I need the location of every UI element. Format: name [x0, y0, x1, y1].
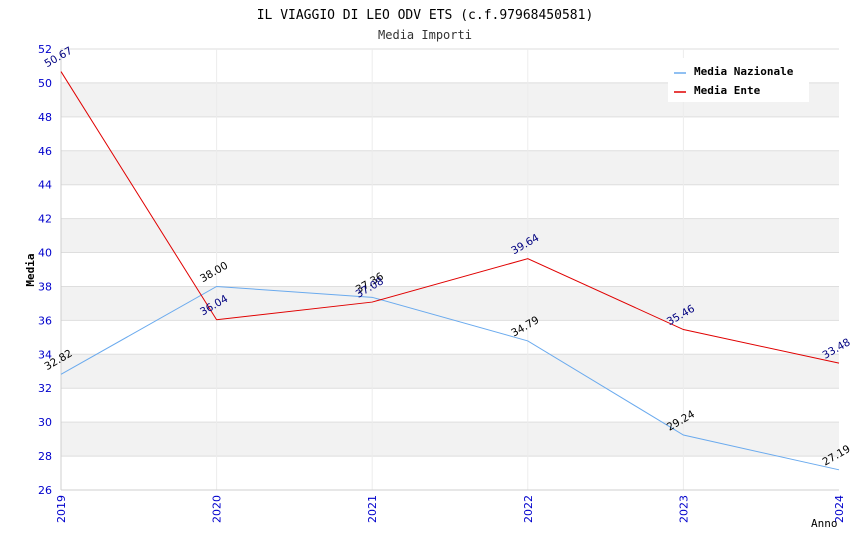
plot-band	[61, 422, 839, 457]
y-tick-label: 40	[38, 247, 52, 260]
plot-band	[61, 218, 839, 253]
series-lines	[60, 71, 840, 471]
x-tick-label: 2019	[55, 495, 68, 523]
y-tick-label: 50	[38, 77, 52, 90]
y-tick-label: 44	[38, 179, 52, 192]
x-tick-label: 2020	[211, 495, 224, 523]
x-tick-label: 2023	[677, 495, 690, 523]
chart-title: IL VIAGGIO DI LEO ODV ETS (c.f.979684505…	[257, 8, 594, 23]
y-tick-label: 32	[38, 382, 52, 395]
plot-band	[61, 354, 839, 389]
plot-band	[61, 286, 839, 321]
plot-band	[61, 150, 839, 185]
legend-label-media-ente: Media Ente	[694, 84, 761, 97]
x-axis-ticks: 2019 2020 2021 2022 2023 2024	[55, 495, 846, 523]
series-line-media-ente	[60, 71, 840, 364]
y-tick-label: 38	[38, 280, 52, 293]
x-tick-label: 2021	[366, 495, 379, 523]
y-tick-label: 36	[38, 314, 52, 327]
y-axis-ticks: 26 28 30 32 34 36 38 40 42 44 46 48 50 52	[38, 43, 52, 497]
y-tick-label: 52	[38, 43, 52, 56]
gridlines	[61, 48, 839, 491]
chart-subtitle: Media Importi	[378, 28, 472, 42]
y-tick-label: 26	[38, 484, 52, 497]
legend: Media Nazionale Media Ente	[668, 58, 809, 102]
y-tick-label: 42	[38, 213, 52, 226]
plot-background-bands	[61, 82, 839, 457]
y-tick-label: 28	[38, 450, 52, 463]
x-tick-label: 2022	[522, 495, 535, 523]
y-tick-label: 34	[38, 348, 52, 361]
series-line-media-nazionale	[60, 285, 840, 471]
x-axis-label: Anno	[811, 517, 838, 530]
legend-label-media-nazionale: Media Nazionale	[694, 65, 794, 78]
data-label: 38.00	[198, 260, 230, 285]
y-axis-label: Media	[24, 253, 37, 286]
x-tick-label: 2024	[833, 495, 846, 523]
legend-box	[668, 58, 809, 102]
y-tick-label: 46	[38, 145, 52, 158]
y-tick-label: 30	[38, 416, 52, 429]
y-tick-label: 48	[38, 111, 52, 124]
